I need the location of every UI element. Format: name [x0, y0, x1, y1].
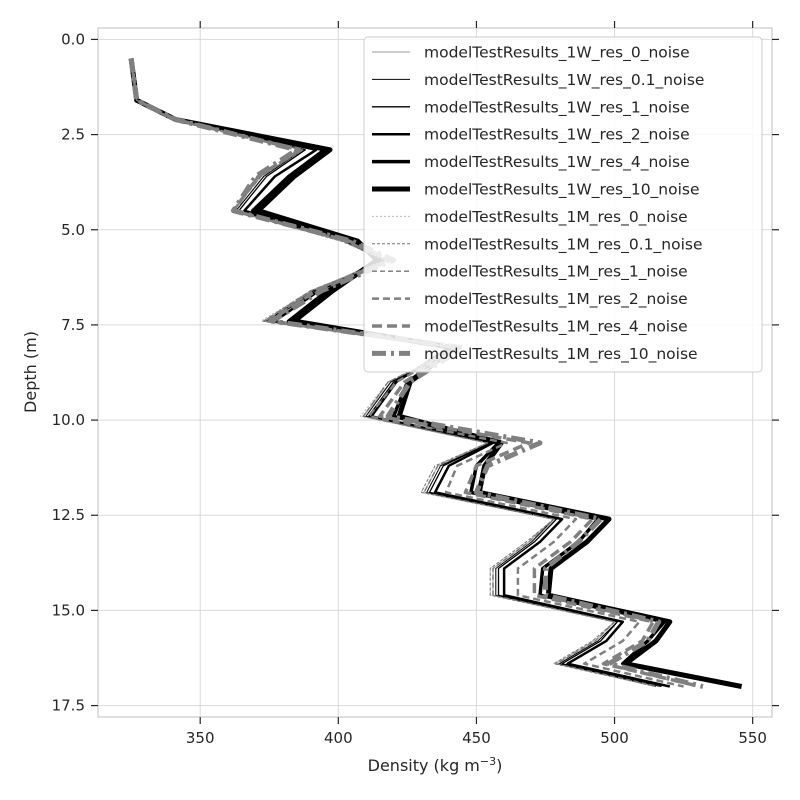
legend-label-10: modelTestResults_1M_res_4_noise	[424, 318, 688, 337]
y-tick-label: 2.5	[61, 126, 85, 144]
legend-label-1: modelTestResults_1W_res_0.1_noise	[424, 71, 704, 90]
legend-label-9: modelTestResults_1M_res_2_noise	[424, 290, 688, 309]
legend-label-2: modelTestResults_1W_res_1_noise	[424, 98, 690, 117]
legend-label-5: modelTestResults_1W_res_10_noise	[424, 181, 700, 200]
series-line-3	[129, 58, 671, 688]
y-tick-label: 17.5	[52, 697, 85, 715]
axis-ticks: 350 400 450 500 550 0.0 2.5 5.0 7.5 10.0 12.5 15.0 1…	[52, 21, 779, 747]
legend-label-3: modelTestResults_1W_res_2_noise	[424, 126, 690, 145]
x-tick-label: 450	[462, 729, 491, 747]
series-line-11	[128, 58, 704, 689]
series-line-8	[130, 58, 659, 688]
x-tick-label: 350	[186, 729, 215, 747]
legend: modelTestResults_1W_res_0_noise modelTest…	[363, 36, 763, 373]
legend-label-7: modelTestResults_1M_res_0.1_noise	[424, 235, 703, 254]
series-layer	[128, 58, 743, 689]
legend-label-0: modelTestResults_1W_res_0_noise	[424, 44, 690, 63]
legend-box	[363, 36, 763, 373]
y-tick-label: 15.0	[52, 601, 85, 619]
y-tick-label: 0.0	[61, 30, 85, 48]
x-tick-label: 400	[324, 729, 353, 747]
legend-label-8: modelTestResults_1M_res_1_noise	[424, 263, 688, 282]
y-tick-label: 7.5	[61, 316, 85, 334]
y-tick-label: 5.0	[61, 221, 85, 239]
x-tick-label: 500	[600, 729, 629, 747]
legend-label-11: modelTestResults_1M_res_10_noise	[424, 345, 698, 364]
series-line-5	[128, 58, 743, 689]
y-axis-title: Depth (m)	[21, 331, 40, 413]
x-axis-title: Density (kg m−3)	[368, 755, 503, 775]
y-tick-label: 12.5	[52, 506, 85, 524]
x-tick-label: 550	[738, 729, 767, 747]
legend-label-6: modelTestResults_1M_res_0_noise	[424, 208, 688, 227]
legend-label-4: modelTestResults_1W_res_4_noise	[424, 153, 690, 172]
y-tick-label: 10.0	[52, 411, 85, 429]
